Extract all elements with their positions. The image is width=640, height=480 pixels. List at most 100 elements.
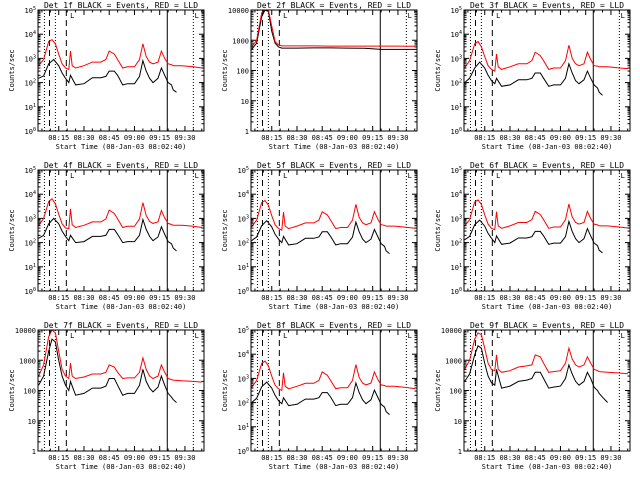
y-axis-label: Counts/sec	[8, 369, 16, 411]
x-tick-label: 08:15	[474, 294, 495, 302]
x-tick-label: 08:15	[48, 134, 69, 142]
x-tick-label: 08:30	[286, 454, 307, 462]
x-tick-label: 08:15	[261, 294, 282, 302]
x-tick-label: 08:15	[474, 134, 495, 142]
plot-frame	[463, 9, 631, 132]
y-tick-label: 100	[25, 287, 36, 296]
x-axis-label: Start Time (08-Jan-03 08:02:40)	[56, 463, 187, 471]
x-tick-label: 09:15	[362, 134, 383, 142]
x-tick-label: 09:00	[550, 134, 571, 142]
x-tick-label: 09:15	[575, 454, 596, 462]
bracket-label-right: L	[621, 172, 625, 180]
y-tick-label: 100	[449, 388, 462, 396]
x-tick-label: 09:30	[600, 454, 621, 462]
series-line-lld	[251, 10, 415, 48]
panel-title: Det 4f BLACK = Events, RED = LLD	[44, 161, 198, 170]
bracket-label-right: L	[195, 332, 199, 340]
x-tick-label: 09:30	[387, 134, 408, 142]
x-tick-label: 08:45	[312, 294, 333, 302]
y-tick-label: 104	[25, 30, 36, 39]
panel-9: Det 9f BLACK = Events, RED = LLD L L 1 10 100…	[434, 321, 631, 471]
y-tick-label: 10	[454, 418, 462, 426]
series-line-events	[38, 58, 177, 93]
y-tick-label: 102	[25, 239, 36, 248]
x-tick-label: 09:15	[149, 294, 170, 302]
x-tick-label: 09:15	[575, 294, 596, 302]
series-line-events	[38, 338, 177, 403]
x-tick-label: 09:00	[124, 134, 145, 142]
bracket-label-left: L	[70, 12, 74, 20]
series-line-lld	[251, 360, 415, 392]
y-tick-label: 1000	[445, 357, 462, 365]
x-tick-label: 09:15	[149, 134, 170, 142]
y-tick-label: 102	[451, 79, 462, 88]
x-tick-label: 08:45	[525, 134, 546, 142]
panel-title: Det 9f BLACK = Events, RED = LLD	[470, 321, 624, 330]
series-line-lld	[251, 199, 415, 231]
plot-frame	[250, 9, 418, 132]
y-tick-label: 103	[25, 214, 36, 223]
y-tick-label: 100	[238, 447, 249, 456]
bracket-label-right: L	[621, 12, 625, 20]
panel-title: Det 7f BLACK = Events, RED = LLD	[44, 321, 198, 330]
y-axis-label: Counts/sec	[8, 209, 16, 251]
x-tick-label: 09:30	[387, 294, 408, 302]
y-axis-label: Counts/sec	[8, 49, 16, 91]
x-tick-label: 08:45	[99, 294, 120, 302]
x-tick-label: 08:45	[99, 134, 120, 142]
y-tick-label: 102	[25, 79, 36, 88]
x-tick-label: 08:30	[286, 134, 307, 142]
y-tick-label: 104	[238, 350, 249, 359]
y-tick-label: 103	[25, 54, 36, 63]
y-axis-label: Counts/sec	[221, 209, 229, 251]
plot-frame	[463, 329, 631, 452]
x-axis-label: Start Time (08-Jan-03 08:02:40)	[482, 303, 613, 311]
y-tick-label: 104	[238, 190, 249, 199]
y-tick-label: 1000	[232, 37, 249, 45]
x-tick-label: 08:30	[286, 294, 307, 302]
y-tick-label: 10	[241, 98, 249, 106]
x-tick-label: 09:15	[362, 454, 383, 462]
x-tick-label: 08:30	[499, 454, 520, 462]
y-tick-label: 1	[245, 128, 249, 136]
x-tick-label: 09:15	[149, 454, 170, 462]
x-tick-label: 09:30	[387, 454, 408, 462]
panel-title: Det 1f BLACK = Events, RED = LLD	[44, 1, 198, 10]
bracket-label-right: L	[621, 332, 625, 340]
y-tick-label: 101	[25, 263, 36, 272]
series-line-events	[464, 61, 603, 96]
y-tick-label: 1000	[19, 357, 36, 365]
x-axis-label: Start Time (08-Jan-03 08:02:40)	[269, 463, 400, 471]
x-tick-label: 08:30	[499, 134, 520, 142]
y-tick-label: 10000	[441, 327, 462, 335]
series-line-lld	[464, 40, 628, 72]
y-tick-label: 103	[451, 54, 462, 63]
panel-title: Det 2f BLACK = Events, RED = LLD	[257, 1, 411, 10]
x-axis-label: Start Time (08-Jan-03 08:02:40)	[56, 303, 187, 311]
y-tick-label: 105	[451, 6, 462, 15]
plot-frame	[37, 329, 205, 452]
panel-7: Det 7f BLACK = Events, RED = LLD L L 1 10 100…	[8, 321, 205, 471]
x-axis-label: Start Time (08-Jan-03 08:02:40)	[269, 143, 400, 151]
y-tick-label: 105	[25, 166, 36, 175]
bracket-label-left: L	[496, 332, 500, 340]
y-tick-label: 105	[25, 6, 36, 15]
y-tick-label: 101	[238, 423, 249, 432]
panel-title: Det 8f BLACK = Events, RED = LLD	[257, 321, 411, 330]
x-axis-label: Start Time (08-Jan-03 08:02:40)	[269, 303, 400, 311]
y-tick-label: 1	[458, 448, 462, 456]
bracket-label-right: L	[408, 332, 412, 340]
x-tick-label: 08:15	[261, 134, 282, 142]
y-tick-label: 100	[451, 287, 462, 296]
y-axis-label: Counts/sec	[434, 49, 442, 91]
panel-8: Det 8f BLACK = Events, RED = LLD L L 100 101…	[221, 321, 418, 471]
panel-3: Det 3f BLACK = Events, RED = LLD L L 100 101…	[434, 1, 631, 151]
y-tick-label: 101	[238, 263, 249, 272]
panel-2: Det 2f BLACK = Events, RED = LLD L L 1 10 100…	[221, 1, 418, 151]
bracket-label-right: L	[195, 12, 199, 20]
y-tick-label: 103	[451, 214, 462, 223]
x-tick-label: 09:00	[550, 454, 571, 462]
x-tick-label: 09:30	[600, 294, 621, 302]
series-line-lld	[464, 332, 628, 375]
x-tick-label: 08:30	[73, 294, 94, 302]
